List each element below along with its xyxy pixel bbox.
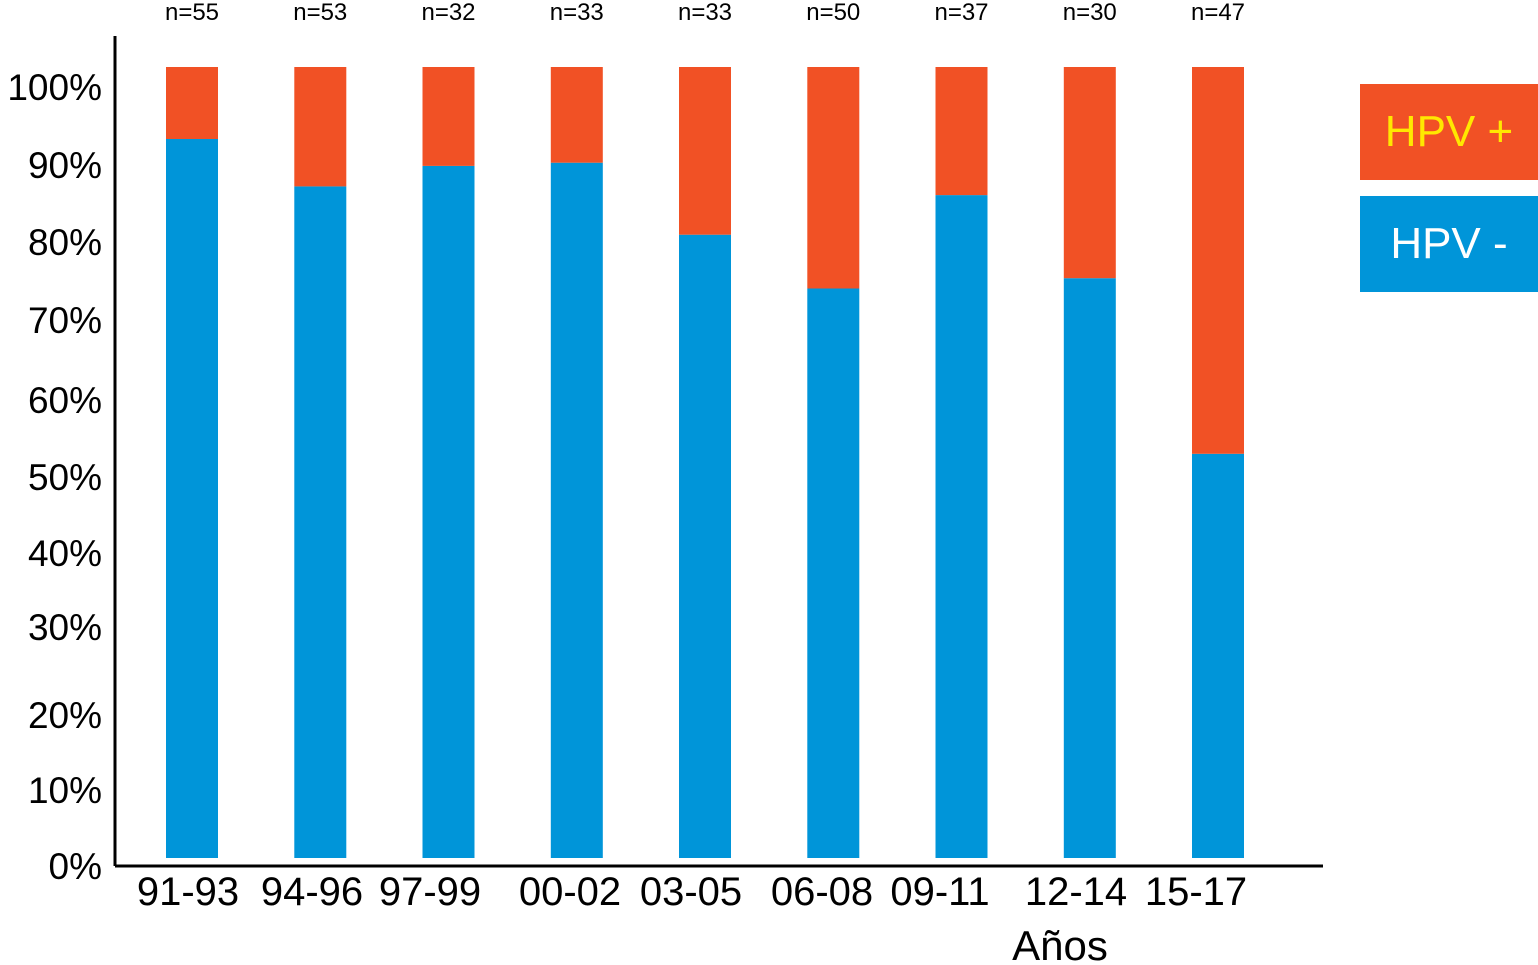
bar-segment-hpv-positive-94-96: [294, 67, 347, 187]
bars-group: [166, 67, 1244, 859]
y-tick-label: 60%: [28, 380, 102, 421]
y-tick-label: 0%: [49, 846, 102, 887]
bar-segment-hpv-negative-00-02: [550, 162, 603, 858]
bar-segment-hpv-positive-09-11: [935, 67, 988, 196]
x-category-labels: 91-93 94-96 97-99 00-02 03-05 06-08 09-11 12-14…: [137, 870, 1247, 914]
bar-segment-hpv-negative-15-17: [1192, 453, 1244, 858]
legend-label-hpv-positive: HPV +: [1384, 107, 1514, 156]
bar-segment-hpv-positive-06-08: [807, 67, 860, 289]
bar-segment-hpv-positive-15-17: [1192, 67, 1244, 454]
y-tick-label: 30%: [28, 607, 102, 648]
x-tick-label: 00-02: [519, 870, 621, 914]
x-tick-label: 15-17: [1145, 870, 1247, 914]
bar-segment-hpv-negative-06-08: [807, 288, 860, 858]
y-tick-label: 40%: [28, 533, 102, 574]
bar-segment-hpv-negative-03-05: [679, 234, 731, 858]
legend-item-hpv-negative: HPV -: [1360, 196, 1538, 292]
x-tick-label: 03-05: [640, 870, 742, 914]
bar-segment-hpv-positive-12-14: [1063, 67, 1116, 279]
bar-segment-hpv-negative-91-93: [166, 139, 218, 858]
bar-segment-hpv-negative-94-96: [294, 186, 347, 858]
bar-segment-hpv-negative-12-14: [1063, 278, 1116, 858]
sample-size-label: n=33: [678, 0, 732, 26]
bar-segment-hpv-negative-97-99: [422, 165, 475, 858]
sample-size-label: n=47: [1191, 0, 1245, 26]
y-tick-label: 70%: [28, 300, 102, 341]
sample-size-label: n=37: [934, 0, 988, 26]
sample-size-label: n=53: [293, 0, 347, 26]
bar-segment-hpv-positive-91-93: [166, 67, 218, 139]
x-tick-label: 12-14: [1025, 870, 1127, 914]
legend-item-hpv-positive: HPV +: [1360, 84, 1538, 180]
bar-segment-hpv-negative-09-11: [935, 195, 988, 859]
x-tick-label: 91-93: [137, 870, 239, 914]
sample-size-label: n=55: [165, 0, 219, 26]
y-tick-label: 100%: [7, 67, 102, 108]
x-axis-title: Años: [1012, 922, 1108, 965]
legend-label-hpv-negative: HPV -: [1390, 219, 1508, 268]
y-tick-labels: 0% 10% 20% 30% 40% 50% 60% 70% 80% 90% 100%: [7, 67, 102, 887]
x-tick-label: 97-99: [379, 870, 481, 914]
x-tick-label: 06-08: [771, 870, 873, 914]
bar-segment-hpv-positive-00-02: [550, 67, 603, 163]
sample-size-label: n=30: [1063, 0, 1117, 26]
sample-size-label: n=33: [550, 0, 604, 26]
bar-segment-hpv-positive-03-05: [679, 67, 731, 235]
y-tick-label: 50%: [28, 457, 102, 498]
sample-size-label: n=50: [806, 0, 860, 26]
sample-size-label: n=32: [421, 0, 475, 26]
y-tick-label: 20%: [28, 695, 102, 736]
x-tick-label: 09-11: [890, 870, 989, 914]
bar-segment-hpv-positive-97-99: [422, 67, 475, 166]
y-tick-label: 10%: [28, 770, 102, 811]
y-tick-label: 90%: [28, 145, 102, 186]
y-tick-label: 80%: [28, 222, 102, 263]
sample-size-labels: n=55 n=53 n=32 n=33 n=33 n=50 n=37 n=30 n=47: [165, 0, 1245, 26]
x-tick-label: 94-96: [261, 870, 363, 914]
